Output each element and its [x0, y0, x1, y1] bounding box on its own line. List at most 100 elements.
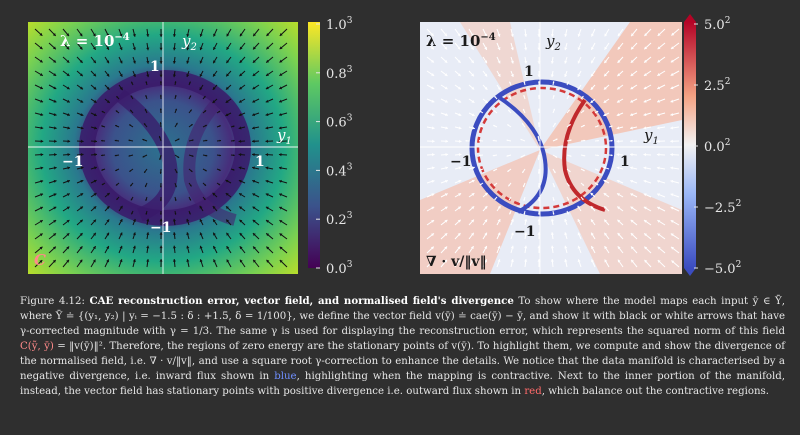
field-arrow-head — [239, 73, 243, 77]
field-arrow-head — [225, 193, 229, 196]
field-arrow-head — [617, 246, 621, 250]
field-arrow-head — [186, 60, 190, 64]
field-arrow-head — [510, 232, 514, 236]
field-arrow-head — [66, 33, 70, 37]
field-arrow-head — [265, 179, 269, 183]
field-arrow-head — [239, 193, 243, 197]
field-arrow-head — [471, 206, 475, 210]
colorbar-tick-label: 0.43 — [326, 162, 353, 179]
field-arrow-head — [94, 126, 97, 130]
field-arrow-head — [265, 139, 269, 143]
lambda-label: λ = 10−4 — [426, 32, 496, 50]
field-arrow-head — [537, 135, 540, 138]
field-arrow-head — [471, 73, 474, 77]
field-arrow-head — [457, 233, 461, 236]
field-arrow-head — [174, 199, 177, 201]
field-arrow-head — [617, 206, 621, 210]
field-arrow-head — [226, 60, 230, 64]
field-arrow-head — [101, 111, 104, 113]
field-arrow-head — [431, 99, 435, 103]
field-arrow-head — [238, 113, 242, 117]
field-arrow-head — [66, 219, 70, 223]
field-arrow-head — [671, 32, 675, 36]
field-arrow-head — [630, 86, 634, 90]
field-arrow-head — [101, 168, 104, 171]
field-arrow-head — [671, 260, 675, 264]
field-arrow-head — [479, 183, 482, 185]
field-arrow-head — [616, 113, 620, 117]
field-arrow-head — [53, 86, 57, 90]
field-arrow-head — [226, 246, 230, 250]
field-arrow-head — [66, 259, 69, 263]
field-arrow-head — [644, 46, 648, 50]
field-arrow-head — [66, 206, 70, 210]
field-arrow-head — [238, 126, 242, 130]
field-arrow-head — [471, 219, 474, 223]
field-arrow-head — [670, 59, 674, 63]
field-arrow-head — [564, 47, 568, 51]
field-arrow-head — [53, 73, 57, 76]
field-arrow-head — [189, 109, 192, 112]
field-arrow-head — [159, 47, 163, 51]
field-arrow-head — [66, 46, 70, 50]
field-arrow-head — [39, 59, 43, 63]
field-arrow-head — [174, 81, 177, 83]
field-arrow-head — [199, 219, 203, 223]
field-arrow-head — [79, 46, 83, 50]
field-arrow-head — [497, 245, 501, 249]
field-arrow-head — [101, 154, 103, 157]
field-arrow-head — [199, 87, 203, 91]
field-arrow-head — [657, 260, 661, 263]
field-arrow-head — [225, 113, 229, 117]
field-arrow-head — [617, 33, 621, 37]
field-arrow-head — [119, 205, 123, 209]
field-arrow-head — [39, 260, 43, 264]
field-arrow-head — [657, 99, 660, 103]
field-arrow-head — [524, 60, 528, 64]
field-arrow-head — [265, 206, 269, 210]
field-arrow-head — [146, 34, 150, 37]
field-arrow-head — [265, 113, 269, 117]
field-arrow-head — [484, 259, 487, 263]
field-arrow-head — [159, 61, 163, 64]
field-arrow-head — [550, 232, 554, 235]
field-arrow-head — [591, 33, 594, 37]
field-arrow-head — [39, 206, 43, 210]
field-arrow-head — [537, 172, 540, 174]
field-arrow-head — [93, 99, 97, 103]
field-arrow-head — [145, 81, 148, 84]
field-arrow-head — [470, 60, 474, 64]
field-arrow-head — [53, 166, 57, 170]
field-arrow-head — [132, 218, 136, 222]
field-arrow-head — [66, 193, 70, 197]
field-arrow-head — [279, 179, 282, 183]
field-arrow-head — [470, 46, 474, 50]
field-arrow-head — [484, 219, 488, 223]
field-arrow-head — [631, 246, 634, 250]
field-arrow-head — [550, 34, 555, 37]
field-arrow-head — [555, 138, 558, 141]
field-arrow-head — [657, 59, 661, 63]
colorbar — [684, 22, 696, 268]
axis-y-label: y2 — [545, 32, 561, 53]
field-arrow-head — [444, 233, 448, 237]
field-arrow-head — [524, 218, 528, 222]
field-arrow-head — [53, 193, 57, 197]
field-arrow-head — [132, 33, 136, 37]
field-arrow-head — [226, 219, 230, 223]
field-arrow-head — [583, 124, 585, 127]
field-arrow-head — [458, 193, 462, 197]
field-arrow-head — [431, 86, 435, 90]
field-arrow-head — [507, 170, 510, 172]
figure-title: CAE reconstruction error, vector field, … — [89, 295, 514, 307]
field-arrow-head — [643, 126, 647, 130]
field-arrow-head — [550, 47, 554, 51]
field-arrow-head — [67, 126, 71, 130]
field-arrow-head — [94, 153, 97, 157]
field-arrow-head — [430, 46, 434, 50]
field-arrow-head — [603, 193, 607, 196]
field-arrow-head — [523, 185, 525, 188]
field-arrow-head — [631, 259, 634, 263]
field-arrow-head — [432, 153, 435, 157]
field-arrow-head — [431, 193, 435, 197]
